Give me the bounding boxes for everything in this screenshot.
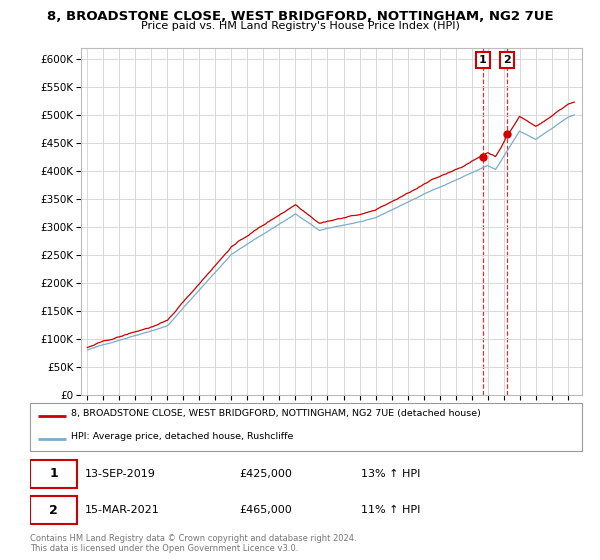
Text: Price paid vs. HM Land Registry's House Price Index (HPI): Price paid vs. HM Land Registry's House …	[140, 21, 460, 31]
Text: 2: 2	[49, 504, 58, 517]
Text: 1: 1	[479, 55, 487, 65]
Text: £465,000: £465,000	[240, 505, 293, 515]
Text: 11% ↑ HPI: 11% ↑ HPI	[361, 505, 421, 515]
FancyBboxPatch shape	[30, 403, 582, 451]
Text: 1: 1	[49, 468, 58, 480]
Text: £425,000: £425,000	[240, 469, 293, 479]
Text: 2: 2	[503, 55, 511, 65]
Text: Contains HM Land Registry data © Crown copyright and database right 2024.: Contains HM Land Registry data © Crown c…	[30, 534, 356, 543]
Text: 15-MAR-2021: 15-MAR-2021	[85, 505, 160, 515]
Text: 13-SEP-2019: 13-SEP-2019	[85, 469, 156, 479]
Text: 13% ↑ HPI: 13% ↑ HPI	[361, 469, 421, 479]
FancyBboxPatch shape	[30, 460, 77, 488]
FancyBboxPatch shape	[30, 496, 77, 524]
Text: 8, BROADSTONE CLOSE, WEST BRIDGFORD, NOTTINGHAM, NG2 7UE (detached house): 8, BROADSTONE CLOSE, WEST BRIDGFORD, NOT…	[71, 409, 481, 418]
Text: This data is licensed under the Open Government Licence v3.0.: This data is licensed under the Open Gov…	[30, 544, 298, 553]
Text: 8, BROADSTONE CLOSE, WEST BRIDGFORD, NOTTINGHAM, NG2 7UE: 8, BROADSTONE CLOSE, WEST BRIDGFORD, NOT…	[47, 10, 553, 22]
Text: HPI: Average price, detached house, Rushcliffe: HPI: Average price, detached house, Rush…	[71, 432, 294, 441]
